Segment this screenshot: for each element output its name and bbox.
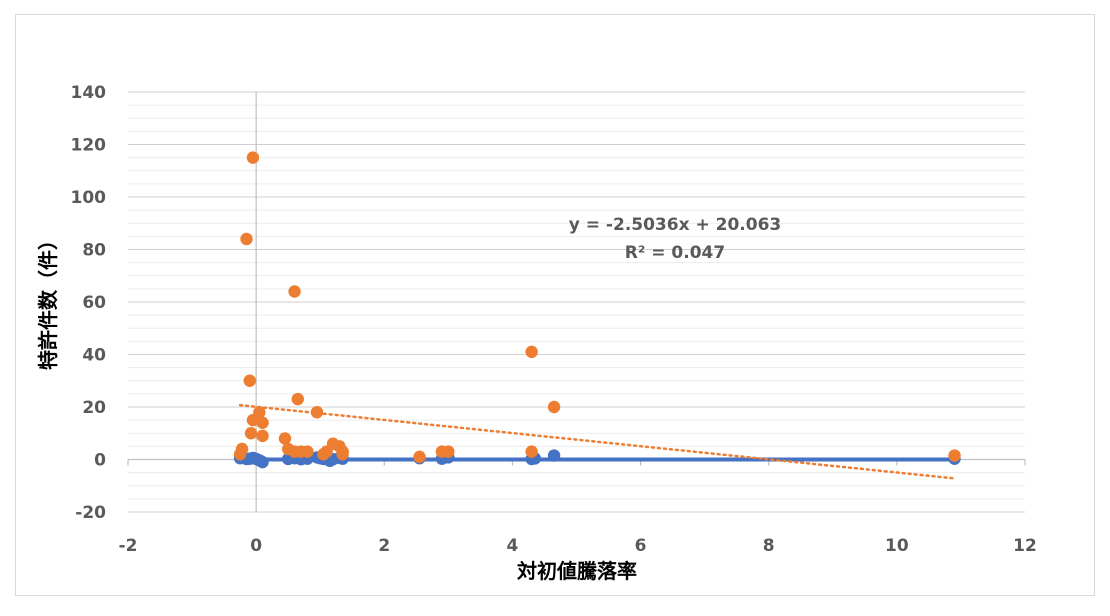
data-point-series-2 bbox=[413, 450, 426, 464]
x-tick-label: 4 bbox=[507, 536, 519, 556]
y-tick-label: 140 bbox=[71, 83, 107, 103]
x-tick-label: 12 bbox=[1013, 536, 1037, 556]
data-point-series-2 bbox=[525, 345, 538, 359]
y-tick-label: -20 bbox=[75, 503, 106, 523]
data-point-series-2 bbox=[256, 416, 269, 429]
data-point-series-2 bbox=[288, 285, 301, 298]
y-tick-label: 20 bbox=[82, 398, 106, 418]
data-point-series-2 bbox=[301, 445, 314, 458]
data-point-series-2 bbox=[525, 445, 538, 458]
y-axis-title: 特許件数（件） bbox=[36, 230, 60, 370]
data-point-series-2 bbox=[291, 392, 304, 406]
data-point-series-2 bbox=[442, 445, 455, 458]
data-point-series-2 bbox=[240, 232, 253, 246]
x-tick-label: -2 bbox=[119, 536, 138, 556]
data-point-series-2 bbox=[278, 432, 292, 445]
x-tick-label: 2 bbox=[378, 536, 390, 556]
data-point-series-2 bbox=[246, 413, 260, 427]
y-tick-label: 40 bbox=[82, 346, 106, 366]
trendline-layer bbox=[238, 403, 956, 480]
x-tick-label: 6 bbox=[635, 536, 647, 556]
data-point-series-2 bbox=[547, 400, 561, 414]
data-point-series-2 bbox=[310, 406, 324, 419]
data-point-series-2 bbox=[256, 429, 269, 443]
y-tick-label: 60 bbox=[82, 293, 106, 313]
trendline-r2: R² = 0.047 bbox=[625, 243, 725, 263]
x-tick-label: 0 bbox=[250, 536, 262, 556]
y-tick-label: 0 bbox=[94, 451, 106, 471]
data-point-series-2 bbox=[246, 151, 260, 164]
data-point-series-1 bbox=[256, 455, 269, 469]
data-point-series-2 bbox=[233, 448, 247, 461]
points-layer bbox=[233, 151, 961, 469]
data-point-series-2 bbox=[317, 448, 330, 461]
grid-layer bbox=[128, 91, 1025, 513]
data-point-series-2 bbox=[244, 427, 258, 440]
data-point-series-2 bbox=[336, 448, 349, 461]
trendline-equation: y = -2.5036x + 20.063 bbox=[569, 215, 781, 235]
x-tick-label: 10 bbox=[885, 536, 909, 556]
trendline-series-2 bbox=[238, 403, 956, 480]
x-tick-label: 8 bbox=[763, 536, 775, 556]
y-tick-label: 80 bbox=[82, 241, 106, 261]
x-axis-title: 対初値騰落率 bbox=[516, 559, 637, 583]
label-layer: y = -2.5036x + 20.063 R² = 0.047 対初値騰落率 … bbox=[36, 215, 781, 583]
data-point-series-2 bbox=[243, 374, 256, 387]
y-tick-label: 100 bbox=[71, 188, 107, 208]
data-point-series-2 bbox=[948, 449, 961, 462]
y-tick-label: 120 bbox=[71, 136, 107, 156]
data-point-series-1 bbox=[547, 449, 561, 462]
